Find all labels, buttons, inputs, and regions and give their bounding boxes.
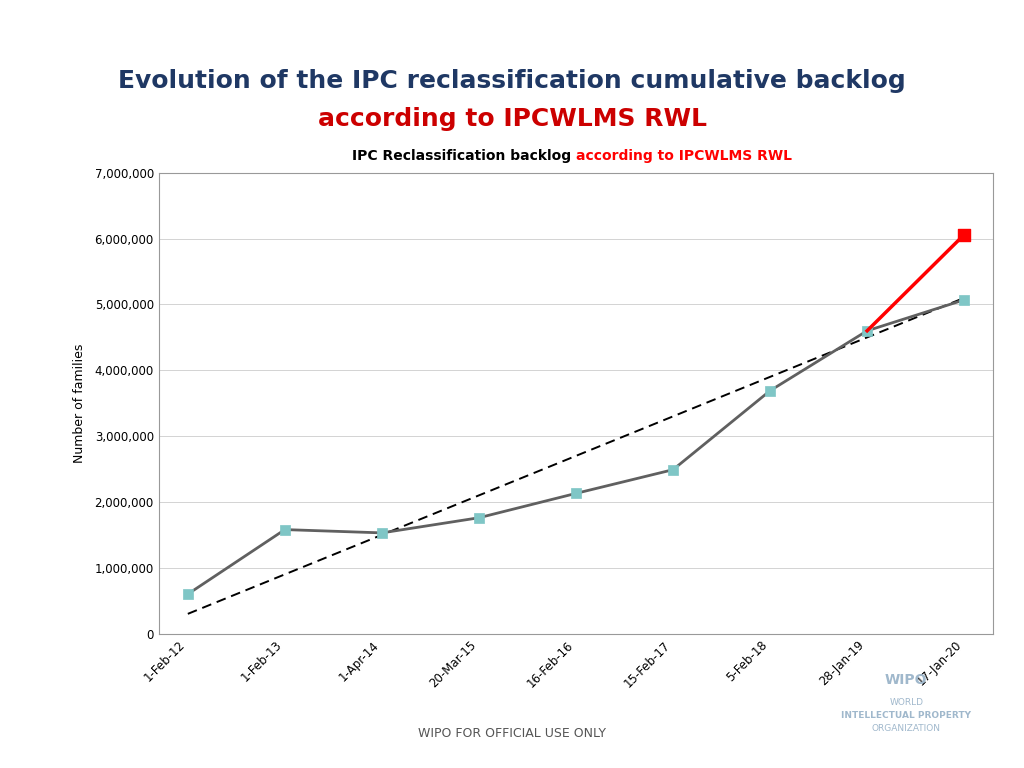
Text: Evolution of the IPC reclassification cumulative backlog: Evolution of the IPC reclassification cu… — [118, 68, 906, 93]
Point — [762, 385, 778, 397]
Point — [956, 293, 973, 306]
Point — [471, 511, 487, 524]
Point — [567, 487, 584, 499]
Text: WORLD: WORLD — [889, 698, 924, 707]
Point — [956, 229, 973, 241]
Text: according to IPCWLMS RWL: according to IPCWLMS RWL — [317, 107, 707, 131]
Y-axis label: Number of families: Number of families — [74, 343, 86, 463]
Text: IPC Reclassification backlog: IPC Reclassification backlog — [352, 149, 575, 163]
Point — [374, 527, 390, 539]
Text: INTELLECTUAL PROPERTY: INTELLECTUAL PROPERTY — [842, 711, 971, 720]
Point — [179, 588, 196, 601]
Point — [276, 524, 293, 536]
Point — [859, 325, 876, 337]
Point — [665, 464, 681, 476]
Text: according to IPCWLMS RWL: according to IPCWLMS RWL — [575, 149, 792, 163]
Text: WIPO FOR OFFICIAL USE ONLY: WIPO FOR OFFICIAL USE ONLY — [418, 727, 606, 740]
Text: ORGANIZATION: ORGANIZATION — [871, 723, 941, 733]
Text: WIPO: WIPO — [885, 673, 928, 687]
